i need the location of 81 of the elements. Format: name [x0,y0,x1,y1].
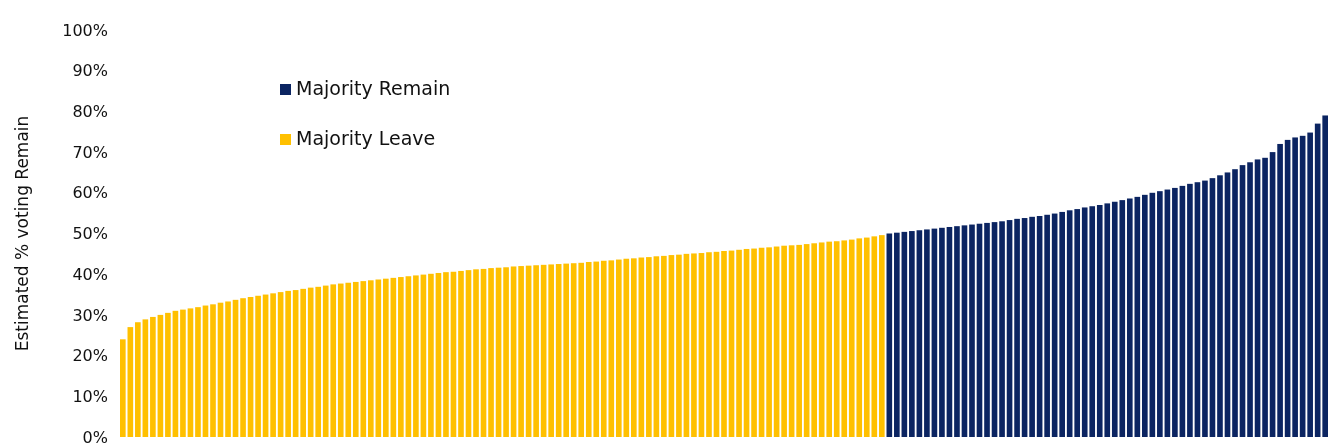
bar [1014,218,1020,437]
bar [210,304,216,437]
bar [1157,191,1163,437]
legend-label: Majority Leave [296,127,436,149]
bar [285,290,291,437]
bar [691,253,697,437]
bar [1029,216,1035,437]
y-tick-label: 50% [72,224,108,244]
bar [488,268,494,437]
bar [1059,211,1065,437]
bar [533,265,539,437]
bar [878,235,885,437]
bar [954,226,960,437]
bar [240,298,246,437]
bar [1262,157,1268,437]
bar [646,257,652,437]
bar [255,295,261,437]
legend-label: Majority Remain [296,77,451,99]
y-tick-label: 80% [72,102,108,121]
bar [736,249,742,437]
bar [473,269,479,437]
y-tick-label: 60% [72,183,108,203]
bar [1232,169,1238,437]
bar [984,222,990,437]
bar [165,312,171,437]
bar [1247,162,1253,437]
bar [999,221,1005,437]
bar [428,273,434,437]
bar [383,278,389,437]
bar [1292,137,1298,437]
bar [969,224,975,437]
bar [1044,214,1050,437]
bar [120,339,126,437]
bar [443,272,449,437]
bar [721,251,727,437]
bar [135,322,141,437]
bar [894,232,900,437]
bar [1307,132,1313,437]
bar [796,244,802,437]
bar [781,245,787,437]
bar [413,275,419,437]
bar [1187,183,1193,437]
y-tick-label: 10% [72,386,108,406]
bar [1142,194,1148,437]
bar [676,254,682,437]
bar [300,288,306,437]
bar [458,270,464,437]
bar [150,316,156,437]
bar [924,229,930,437]
bar [751,248,757,437]
bar [1172,187,1178,437]
bar [706,252,712,437]
bar [548,264,554,437]
y-tick-label: 90% [72,61,108,81]
bar [503,267,509,437]
bar [563,263,570,437]
y-tick-label: 40% [72,264,108,284]
bar [367,280,374,437]
bar [909,231,915,437]
bar [1217,175,1223,437]
y-tick-label: 20% [72,346,108,366]
bar [661,255,667,437]
bar [631,258,637,437]
bar [939,227,945,437]
bar [195,307,201,437]
bar [270,293,276,437]
bar [225,301,231,437]
y-tick-label: 30% [72,305,108,325]
y-axis-title: Estimated % voting Remain [12,115,32,352]
y-tick-label: 0% [82,427,108,446]
bar [398,277,404,437]
y-tick-label: 100% [62,20,108,40]
bar [1277,143,1283,437]
bar [518,266,524,437]
bar [1322,115,1328,437]
bar [766,247,772,437]
bar [811,243,817,437]
bar [1202,180,1208,437]
bar [1074,209,1081,437]
y-tick-label: 70% [72,142,108,162]
bar [180,309,186,437]
